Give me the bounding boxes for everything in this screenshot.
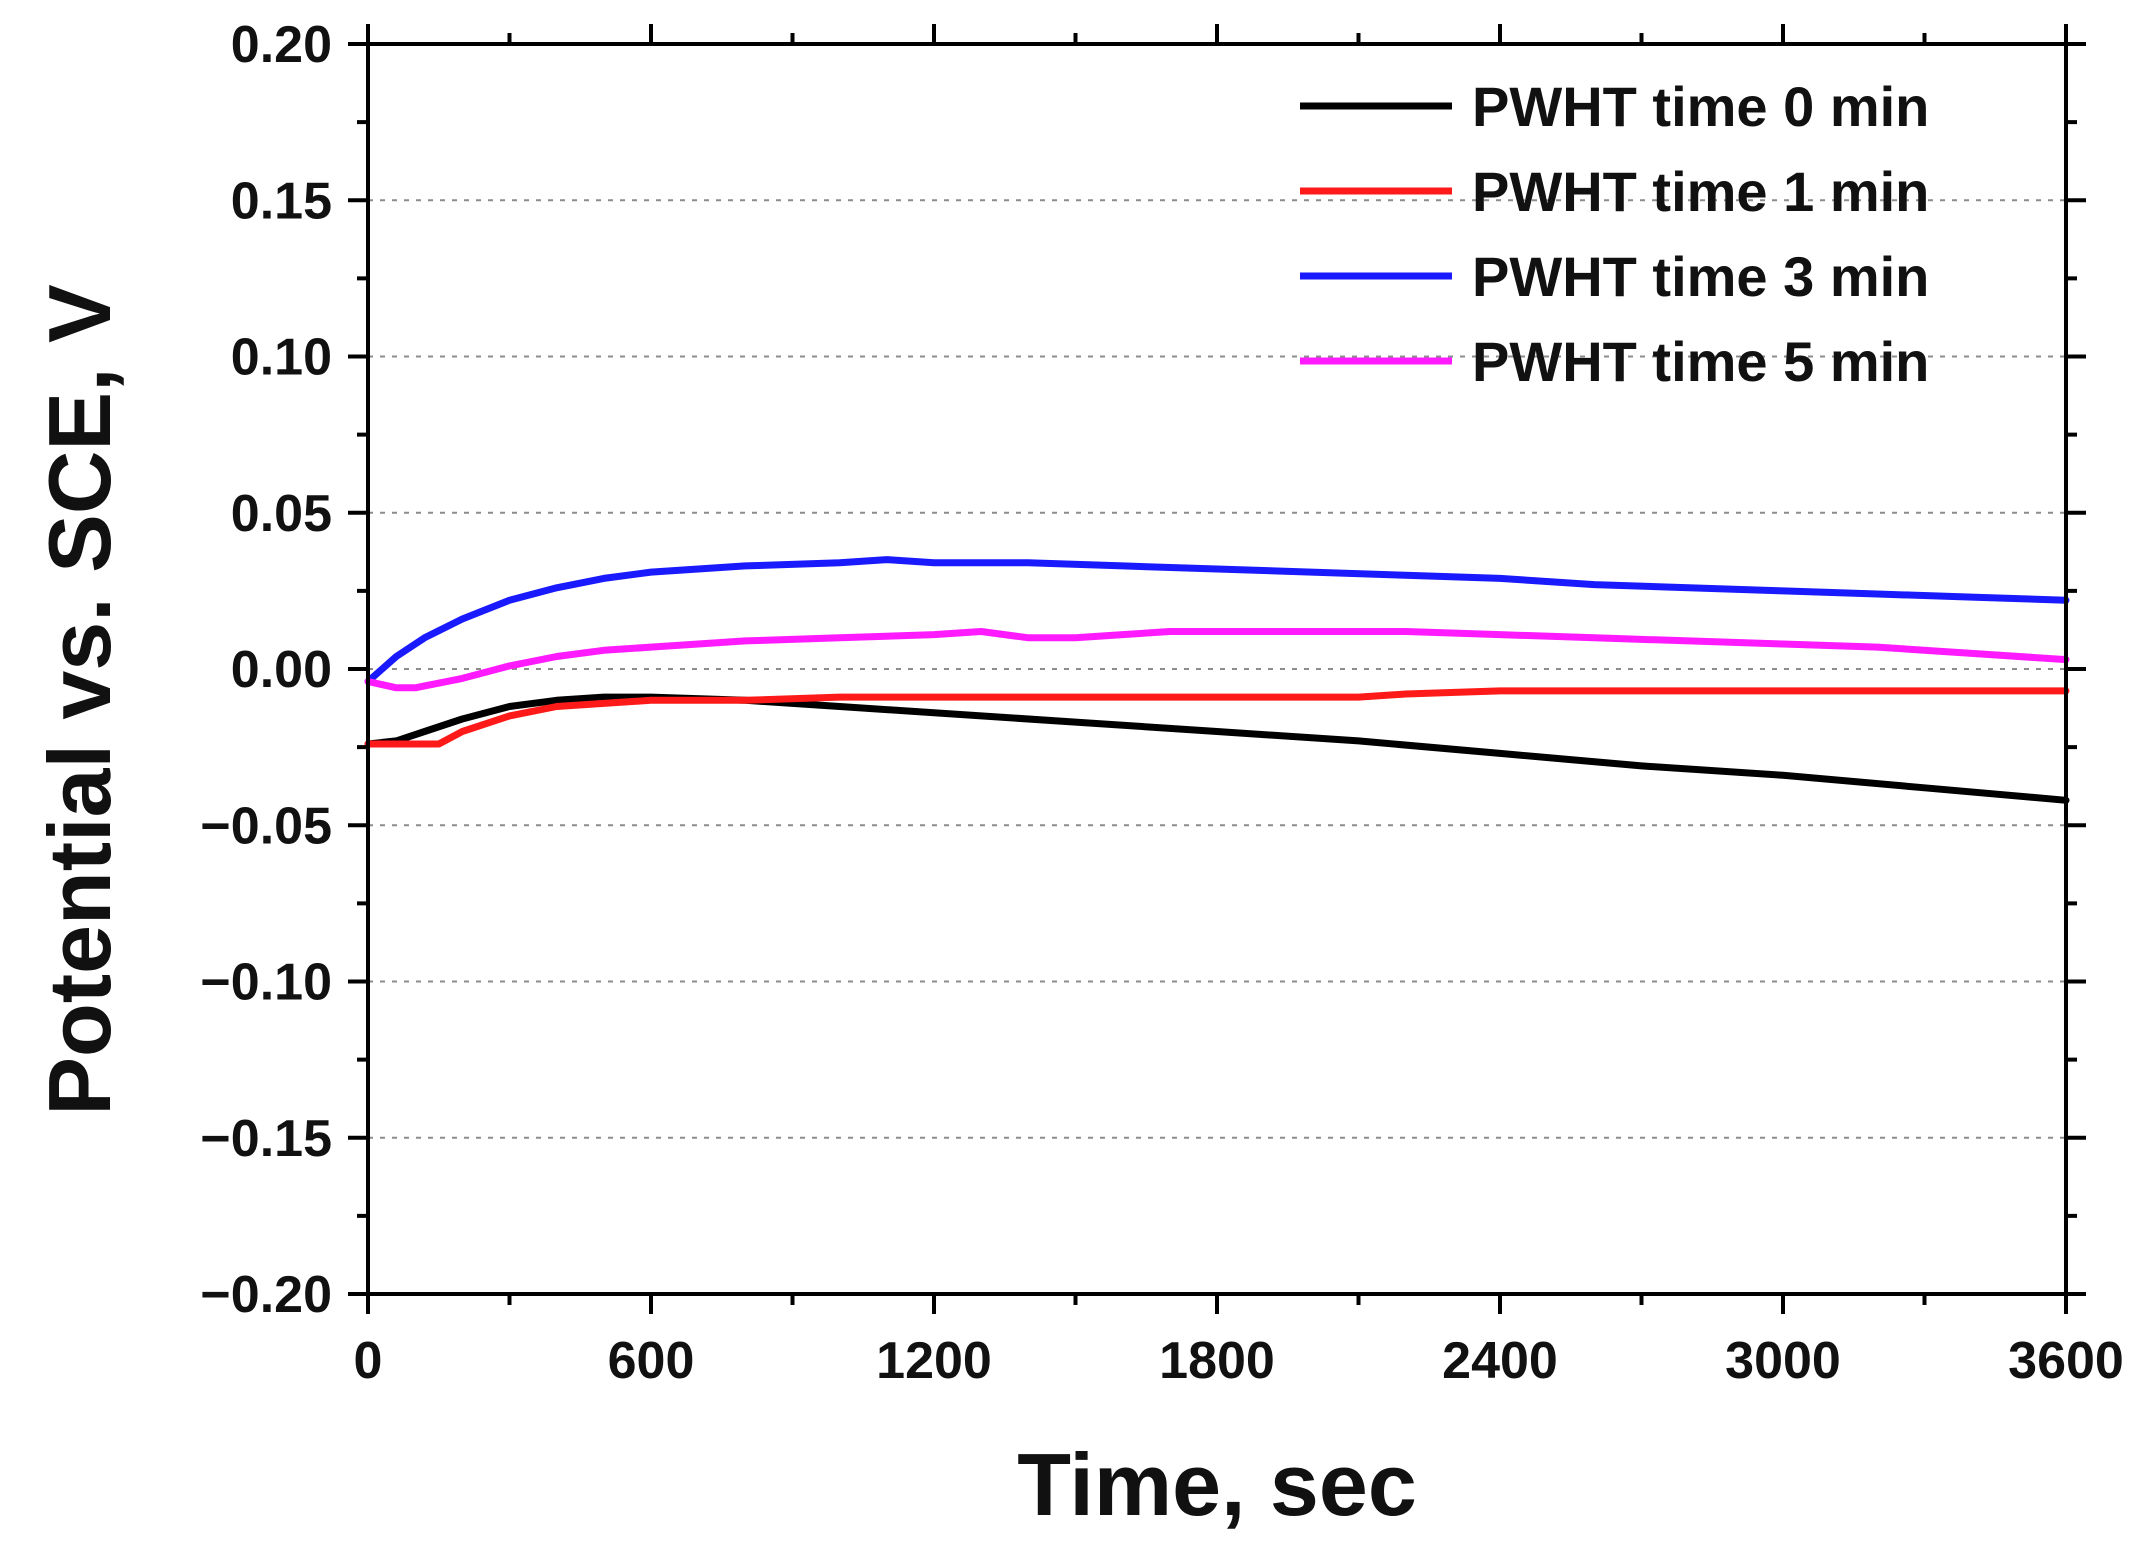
series-line-1 xyxy=(364,687,2070,748)
y-tick-label: 0.00 xyxy=(231,641,332,699)
legend-label-1: PWHT time 1 min xyxy=(1472,160,1929,223)
legend-label-2: PWHT time 3 min xyxy=(1472,245,1929,308)
series-line-2 xyxy=(364,556,2070,685)
series-line-0 xyxy=(364,693,2070,804)
x-tick-label: 2400 xyxy=(1442,1332,1558,1390)
x-axis-title: Time, sec xyxy=(1017,1435,1417,1534)
x-tick-label: 0 xyxy=(354,1332,383,1390)
series-line-3 xyxy=(364,628,2070,692)
x-tick-label: 1800 xyxy=(1159,1332,1275,1390)
y-tick-label: 0.15 xyxy=(231,172,332,230)
x-tick-label: 3600 xyxy=(2008,1332,2124,1390)
y-tick-label: −0.20 xyxy=(200,1266,332,1324)
x-tick-label: 3000 xyxy=(1725,1332,1841,1390)
y-tick-label: −0.05 xyxy=(200,797,332,855)
y-tick-label: 0.05 xyxy=(231,485,332,543)
y-tick-label: −0.15 xyxy=(200,1110,332,1168)
y-axis-title: Potential vs. SCE, V xyxy=(30,284,129,1116)
axes: 0.20 0.15 0.10 0.05 0.00 −0.05 −0.10 −0.15 −0.20… xyxy=(200,16,2123,1390)
legend-label-0: PWHT time 0 min xyxy=(1472,75,1929,138)
x-tick-label: 1200 xyxy=(876,1332,992,1390)
y-tick-label: −0.10 xyxy=(200,954,332,1012)
x-tick-label: 600 xyxy=(608,1332,695,1390)
legend: PWHT time 0 min PWHT time 1 min PWHT time … xyxy=(1300,75,1929,393)
y-tick-label: 0.20 xyxy=(231,16,332,74)
legend-label-3: PWHT time 5 min xyxy=(1472,330,1929,393)
y-tick-label: 0.10 xyxy=(231,329,332,387)
data-series xyxy=(364,556,2070,804)
